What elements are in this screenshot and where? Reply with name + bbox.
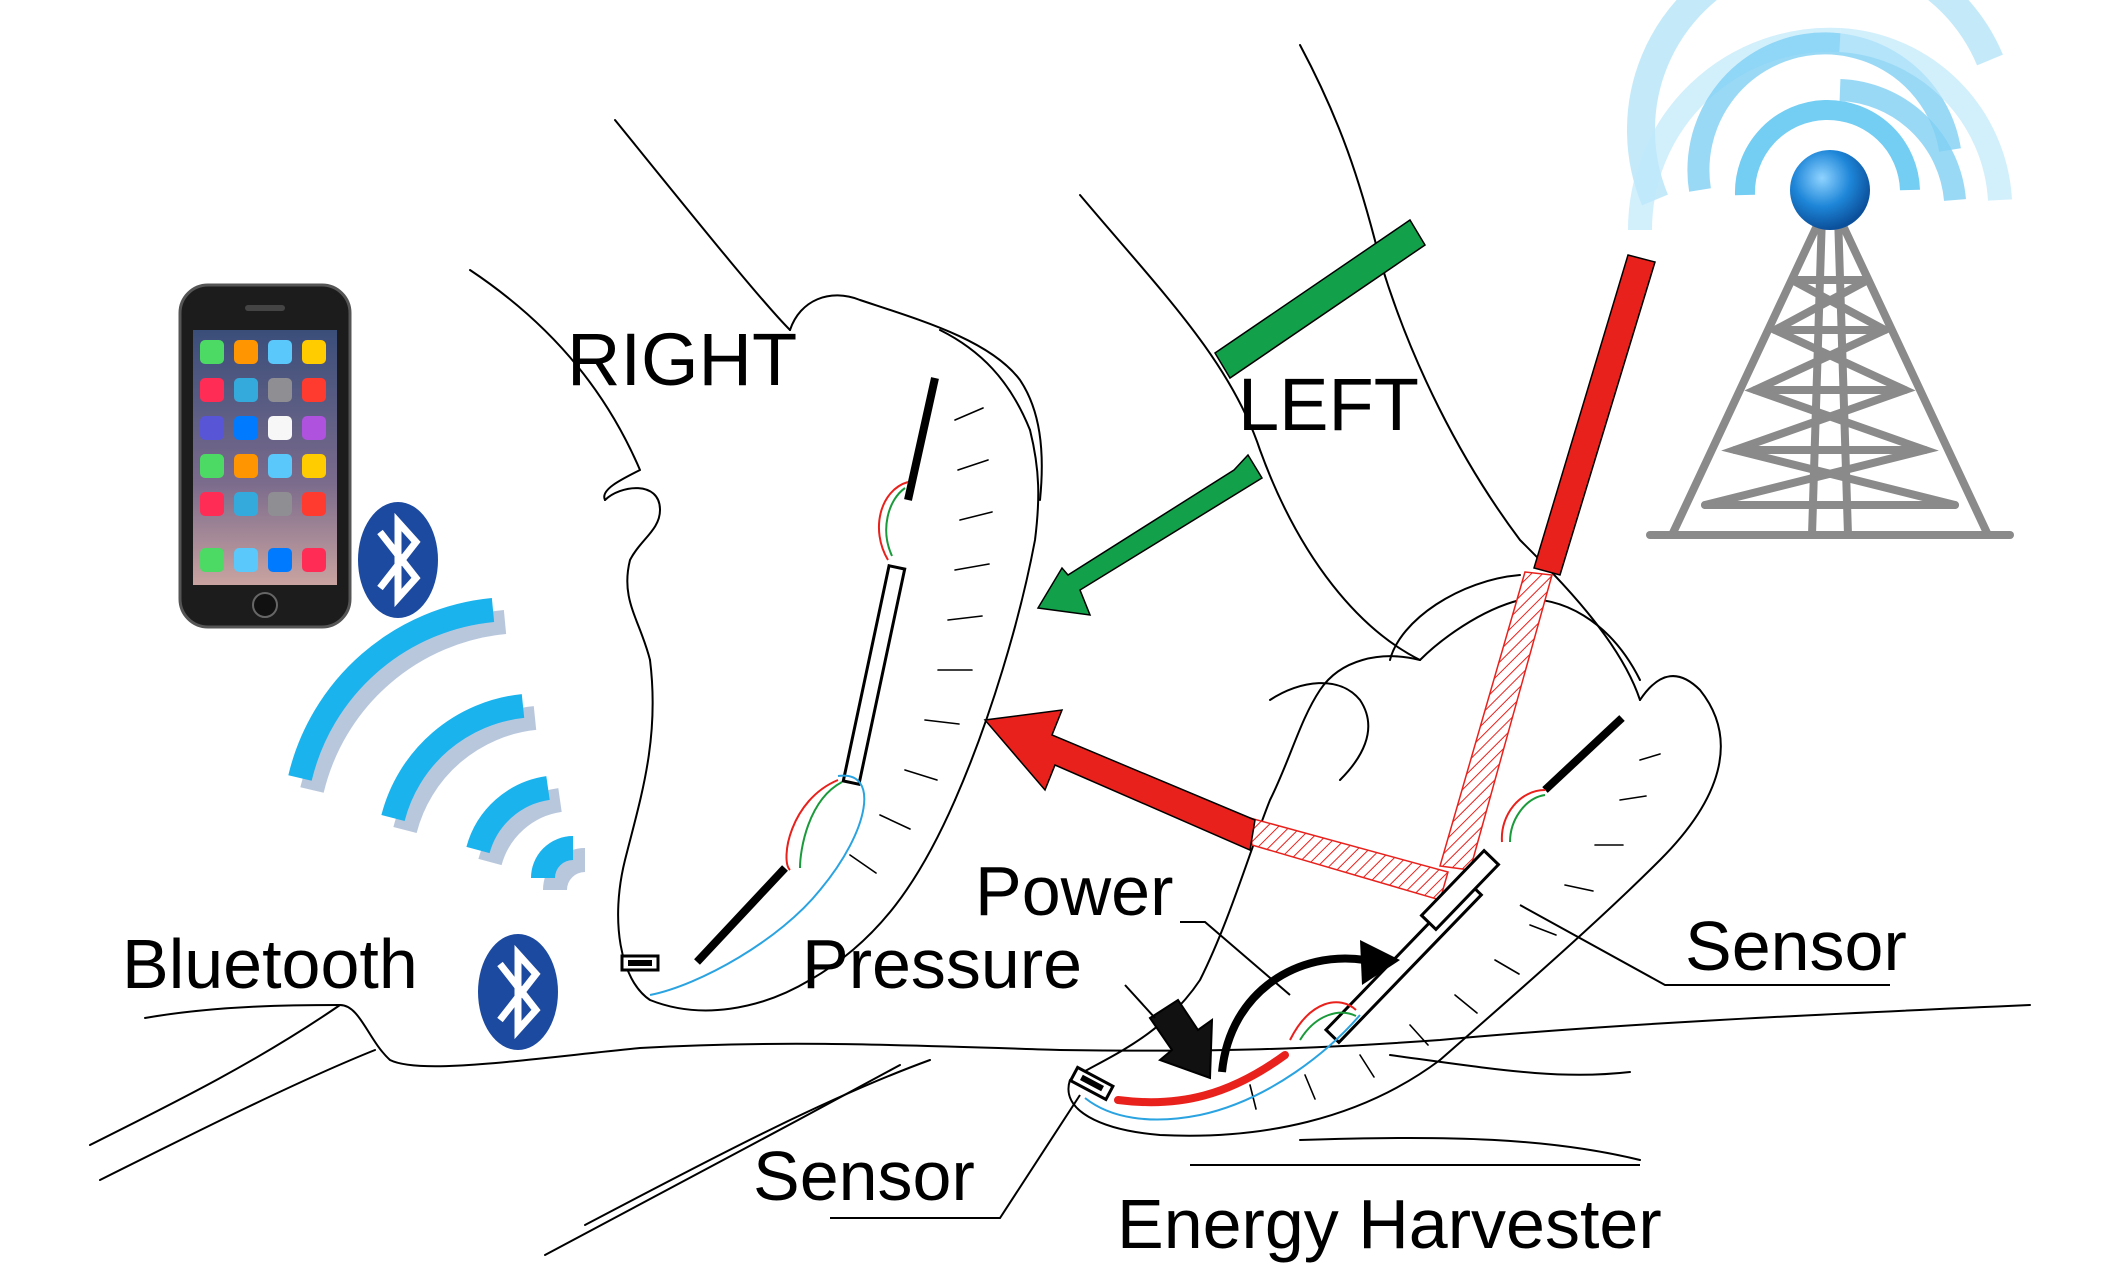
power-label: Power [975, 852, 1173, 930]
app-icon [234, 378, 258, 402]
app-icon [200, 378, 224, 402]
bluetooth-label: Bluetooth [122, 925, 418, 1003]
pressure-label: Pressure [802, 925, 1082, 1003]
app-icon [302, 340, 326, 364]
dock-app-icon [200, 548, 224, 572]
app-icon [234, 340, 258, 364]
app-icon [234, 454, 258, 478]
app-icon [268, 492, 292, 516]
app-icon [234, 416, 258, 440]
left-shoe [1067, 44, 1722, 1137]
dock-app-icon [268, 548, 292, 572]
app-icon [268, 416, 292, 440]
bluetooth-icon [358, 502, 438, 618]
wireless-signal-icon [288, 598, 586, 891]
dock-app-icon [234, 548, 258, 572]
radio-tower-icon [1627, 0, 2014, 539]
app-icon [268, 378, 292, 402]
right-shoe-label: RIGHT [567, 318, 797, 401]
app-icon [234, 492, 258, 516]
app-icon [200, 340, 224, 364]
right-shoe [469, 119, 1043, 1012]
sensor-label-bottom: Sensor [753, 1137, 975, 1215]
smartphone-icon [178, 283, 352, 629]
app-icon [200, 492, 224, 516]
energy-harvester-label: Energy Harvester [1117, 1185, 1662, 1263]
dock-app-icon [302, 548, 326, 572]
app-icon [302, 454, 326, 478]
app-icon [302, 492, 326, 516]
app-icon [200, 454, 224, 478]
ground-lines [89, 1004, 2031, 1256]
leader-lines [830, 904, 1890, 1219]
pressure-arrow [1148, 998, 1214, 1080]
sensor-label-right: Sensor [1685, 907, 1907, 985]
app-icon [200, 416, 224, 440]
green-signal-arrow [1036, 218, 1427, 616]
red-signal-arrow [983, 254, 1656, 852]
app-icon [268, 340, 292, 364]
app-icon [268, 454, 292, 478]
app-icon [302, 416, 326, 440]
power-arrow [1218, 940, 1400, 1073]
bluetooth-icon-bottom [478, 934, 558, 1050]
app-icon [302, 378, 326, 402]
left-shoe-label: LEFT [1238, 363, 1419, 446]
